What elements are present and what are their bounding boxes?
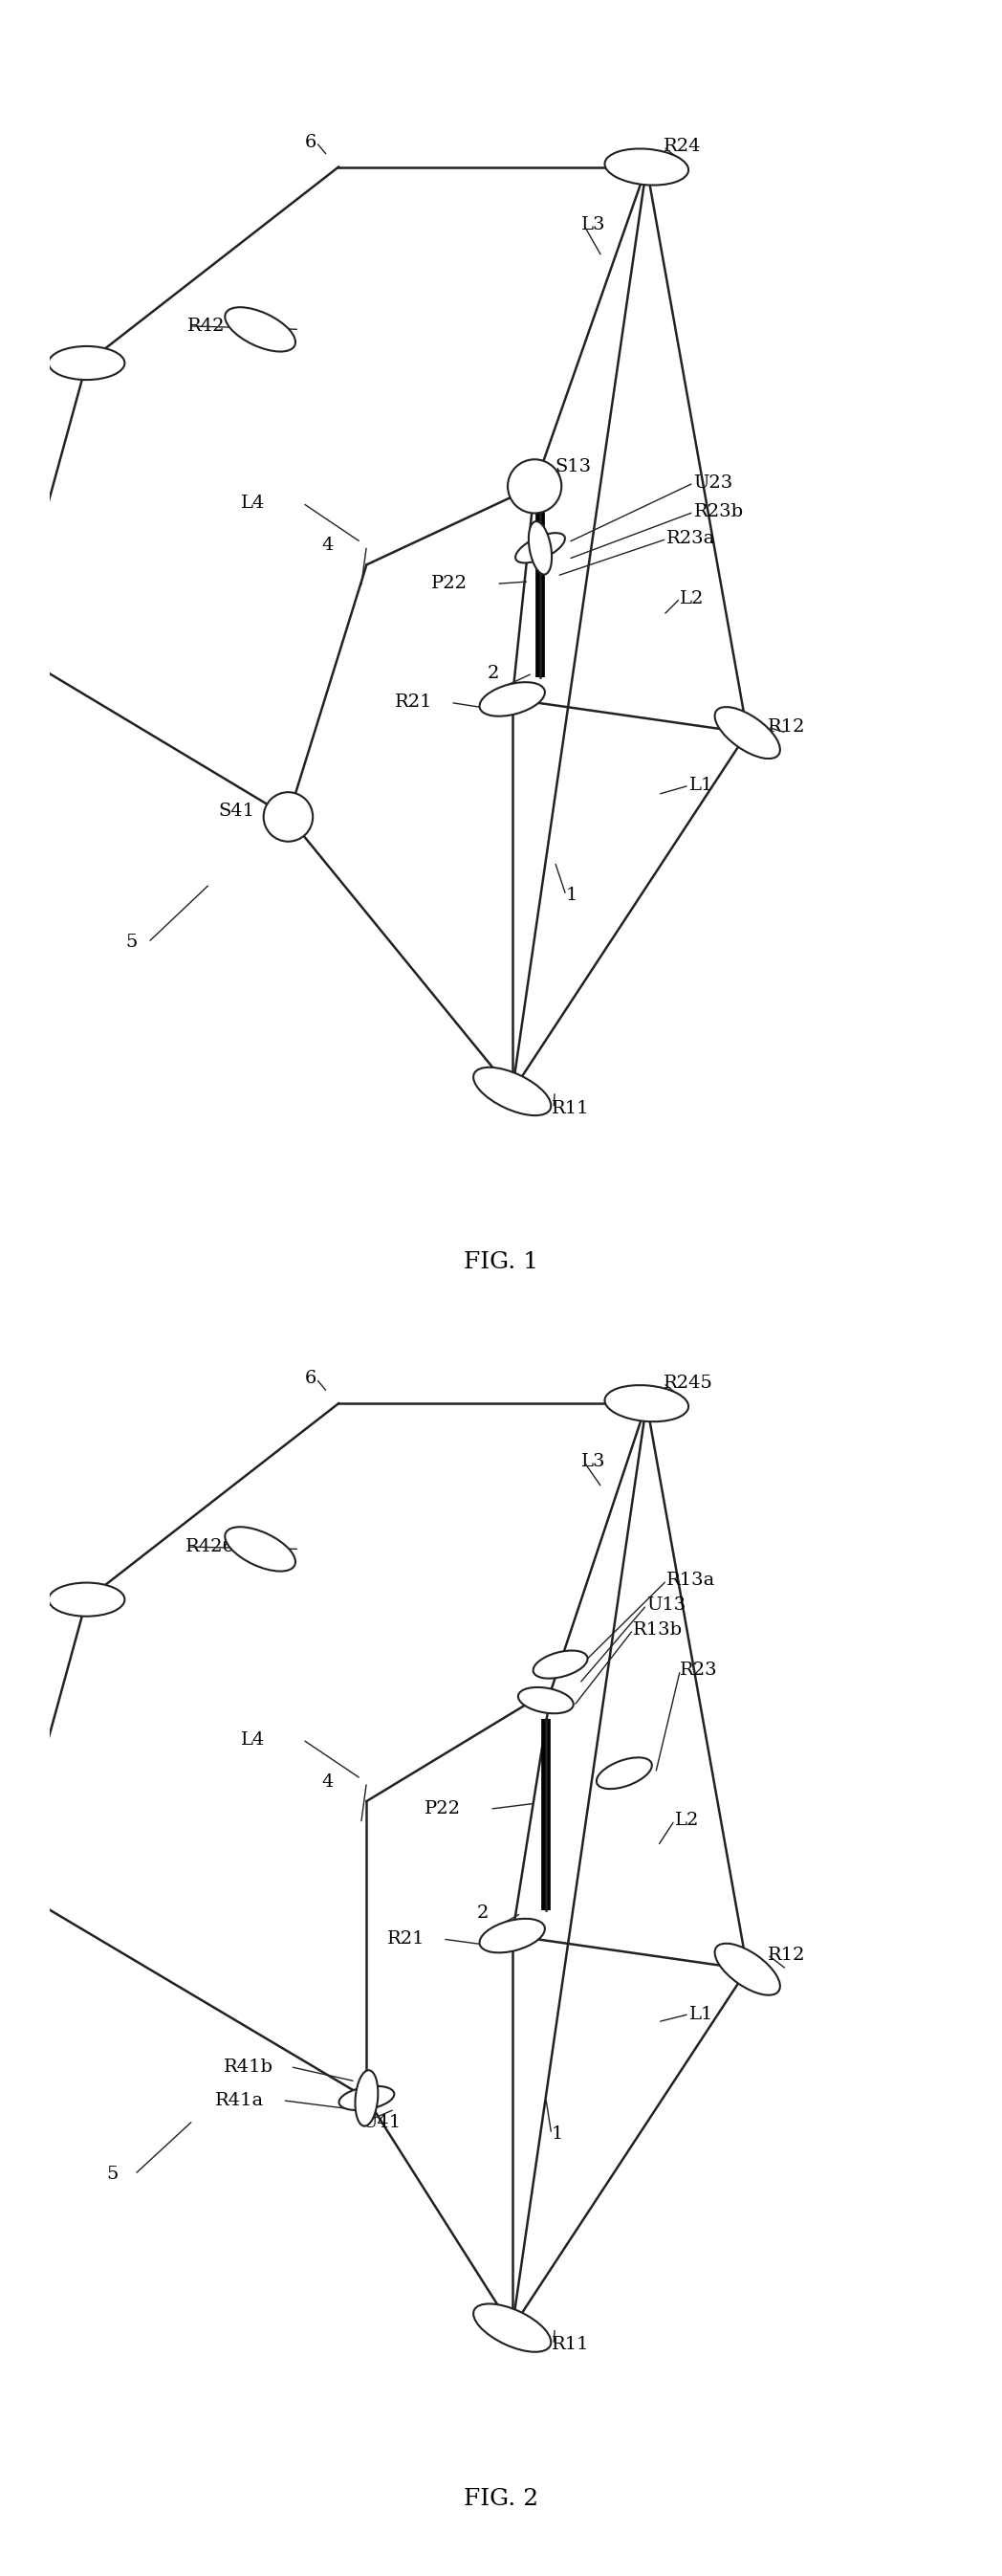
Text: R24: R24 xyxy=(663,139,701,155)
Ellipse shape xyxy=(0,1868,46,1901)
Text: 2: 2 xyxy=(488,665,499,683)
Ellipse shape xyxy=(605,149,688,185)
Text: 1: 1 xyxy=(551,2125,563,2143)
Ellipse shape xyxy=(518,1687,573,1713)
Text: R23: R23 xyxy=(680,1662,718,1680)
Text: 5: 5 xyxy=(126,933,137,951)
Ellipse shape xyxy=(714,1942,780,1996)
Circle shape xyxy=(508,459,561,513)
Text: R11: R11 xyxy=(551,2336,589,2354)
Circle shape xyxy=(264,793,313,842)
Text: S13: S13 xyxy=(555,459,591,477)
Ellipse shape xyxy=(48,345,124,379)
Ellipse shape xyxy=(473,2303,551,2352)
Text: R11: R11 xyxy=(551,1100,589,1118)
Text: L4: L4 xyxy=(241,495,266,513)
Text: U13: U13 xyxy=(646,1597,686,1613)
Text: L3: L3 xyxy=(581,216,606,234)
Text: R245: R245 xyxy=(663,1376,713,1391)
Text: P22: P22 xyxy=(432,574,468,592)
Text: FIG. 1: FIG. 1 xyxy=(464,1252,538,1273)
Ellipse shape xyxy=(596,1757,652,1788)
Text: R426: R426 xyxy=(185,1538,234,1556)
Text: 5: 5 xyxy=(107,2166,118,2182)
Text: L3: L3 xyxy=(581,1453,606,1471)
Text: L1: L1 xyxy=(689,2007,713,2022)
Text: 4: 4 xyxy=(322,536,334,554)
Ellipse shape xyxy=(225,1528,296,1571)
Text: R41b: R41b xyxy=(223,2058,273,2076)
Text: U23: U23 xyxy=(693,474,733,492)
Ellipse shape xyxy=(515,533,565,564)
Text: 4: 4 xyxy=(322,1772,334,1790)
Text: R23b: R23b xyxy=(693,502,743,520)
Text: U41: U41 xyxy=(361,2115,401,2130)
Text: R12: R12 xyxy=(768,1945,806,1963)
Ellipse shape xyxy=(0,631,46,665)
Ellipse shape xyxy=(714,706,780,760)
Text: P22: P22 xyxy=(425,1801,461,1819)
Text: S41: S41 xyxy=(218,804,256,819)
Ellipse shape xyxy=(529,520,552,574)
Text: L1: L1 xyxy=(689,778,713,793)
Text: R12: R12 xyxy=(768,719,806,737)
Ellipse shape xyxy=(355,2071,378,2125)
Text: 1: 1 xyxy=(566,886,578,904)
Text: 6: 6 xyxy=(305,1370,317,1388)
Ellipse shape xyxy=(480,683,545,716)
Ellipse shape xyxy=(605,1386,688,1422)
Text: R21: R21 xyxy=(387,1929,425,1947)
Ellipse shape xyxy=(339,2087,394,2110)
Text: L2: L2 xyxy=(680,590,704,608)
Ellipse shape xyxy=(48,1582,124,1615)
Ellipse shape xyxy=(480,1919,545,1953)
Text: R21: R21 xyxy=(395,693,432,711)
Text: R42: R42 xyxy=(187,317,225,335)
Ellipse shape xyxy=(473,1066,551,1115)
Text: 2: 2 xyxy=(476,1904,488,1922)
Ellipse shape xyxy=(533,1651,587,1680)
Text: FIG. 2: FIG. 2 xyxy=(464,2488,538,2509)
Text: R13a: R13a xyxy=(666,1571,715,1589)
Text: R23a: R23a xyxy=(666,531,715,549)
Text: R13b: R13b xyxy=(633,1620,683,1638)
Text: L2: L2 xyxy=(674,1811,698,1829)
Ellipse shape xyxy=(225,307,296,350)
Text: L4: L4 xyxy=(241,1731,266,1749)
Text: R41a: R41a xyxy=(215,2092,265,2110)
Text: 6: 6 xyxy=(305,134,317,152)
